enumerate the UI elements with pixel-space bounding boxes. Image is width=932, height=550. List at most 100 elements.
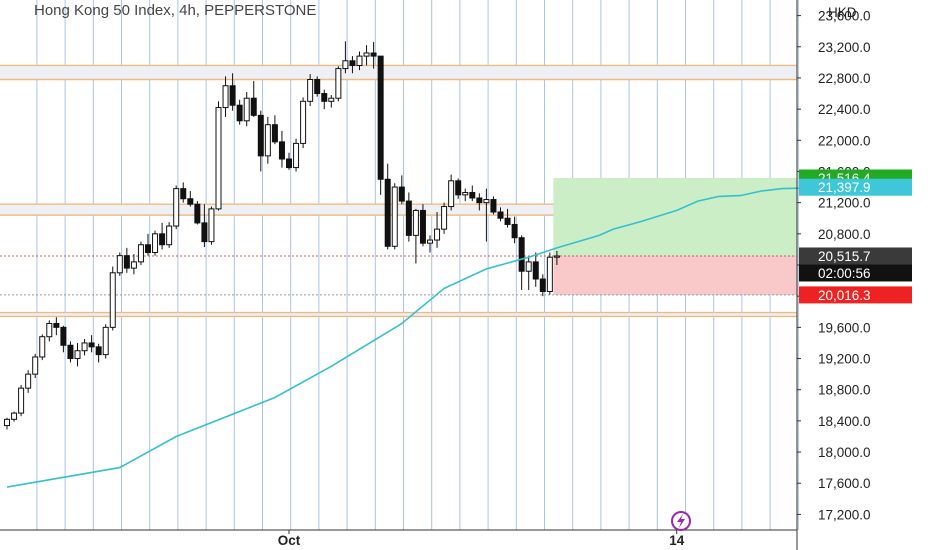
candle-body	[504, 217, 511, 225]
candle-body	[525, 261, 532, 272]
candle-body	[81, 342, 88, 352]
y-tick-label: 17,600.0	[818, 476, 871, 491]
candle-body	[88, 342, 95, 348]
y-tick-label: 18,400.0	[818, 414, 871, 429]
candle-body	[448, 180, 455, 208]
candle-body	[137, 244, 144, 263]
candle-body	[130, 261, 137, 269]
candle-body	[215, 107, 222, 210]
candle-body	[278, 141, 285, 160]
candle-body	[370, 52, 377, 57]
candle-body	[95, 346, 102, 356]
countdown-text: 02:00:56	[818, 266, 871, 281]
candle-body	[53, 322, 60, 328]
candle-body	[419, 209, 426, 244]
stop-zone	[553, 255, 797, 295]
candle-body	[307, 79, 314, 102]
candle-body	[194, 203, 201, 224]
candle-body	[483, 199, 490, 204]
y-tick-label: 23,600.0	[818, 9, 871, 24]
candle-body	[441, 206, 448, 230]
price-tag-text: 21,397.9	[818, 180, 871, 195]
price-tag-text: 20,016.3	[818, 288, 871, 303]
candle-body	[145, 244, 151, 254]
candle-body	[553, 255, 560, 258]
candle-body	[356, 55, 363, 66]
y-tick-label: 18,000.0	[818, 445, 871, 460]
y-tick-label: 23,200.0	[818, 40, 871, 55]
candle-body	[250, 97, 257, 116]
candle-body	[349, 60, 356, 66]
candle-body	[102, 326, 109, 356]
candle-body	[32, 356, 39, 375]
candle-body	[187, 198, 194, 205]
y-tick-label: 22,800.0	[818, 71, 871, 86]
candle-body	[314, 79, 321, 95]
moving-average-line	[6, 187, 818, 488]
price-tag-bg	[799, 178, 912, 196]
candle-body	[236, 104, 243, 122]
y-tick-label: 22,000.0	[818, 133, 871, 148]
zone-band	[0, 65, 797, 80]
time-axis[interactable]: Oct 14	[278, 530, 685, 548]
candle-body	[123, 255, 130, 269]
y-tick-label: 22,400.0	[818, 102, 871, 117]
price-tag-bg	[799, 247, 912, 265]
x-tick-label: Oct	[278, 533, 301, 548]
horizontal-zones	[0, 64, 797, 318]
candle-body	[476, 197, 483, 204]
candle-body	[229, 85, 236, 106]
candle-body	[46, 322, 53, 338]
candle-body	[497, 211, 504, 219]
candle-body	[293, 142, 300, 169]
zone-band	[0, 204, 797, 216]
candle-body	[412, 209, 419, 236]
candle-body	[321, 93, 328, 102]
candle-body	[286, 158, 292, 169]
y-tick-label: 19,200.0	[818, 352, 871, 367]
candle-body	[152, 233, 159, 254]
countdown-bg	[799, 264, 912, 282]
candle-body	[201, 222, 208, 243]
target-zone	[553, 177, 797, 256]
candle-body	[159, 233, 166, 246]
candle-body	[391, 186, 398, 247]
candle-body	[208, 208, 215, 243]
candle-body	[490, 199, 497, 213]
candle-body	[60, 326, 67, 346]
candle-body	[427, 239, 433, 244]
y-tick-label: 17,200.0	[818, 507, 871, 522]
candle-body	[434, 228, 441, 241]
candle-body	[109, 272, 116, 328]
candle-body	[462, 192, 469, 196]
candle-body	[11, 412, 18, 420]
currency-label: HKD	[828, 5, 857, 20]
candle-body	[4, 418, 10, 427]
price-tag-bg	[799, 286, 912, 304]
candle-body	[257, 114, 264, 157]
candle-body	[271, 124, 278, 143]
candle-body	[39, 336, 46, 358]
candlestick-series	[4, 41, 560, 430]
y-tick-label: 20,800.0	[818, 227, 871, 242]
dotted-price-lines	[0, 255, 797, 296]
x-tick-label: 14	[669, 533, 685, 548]
candle-body	[328, 97, 335, 102]
replay-badge[interactable]	[671, 511, 691, 531]
candle-body	[455, 180, 462, 196]
candle-body	[173, 188, 180, 227]
zone-band	[0, 312, 797, 317]
candle-body	[405, 200, 412, 236]
price-labels: 21,516.421,397.920,515.720,016.302:00:56	[799, 169, 912, 304]
candle-body	[25, 373, 32, 389]
candle-body	[18, 387, 25, 414]
candle-body	[398, 186, 405, 202]
candle-body	[363, 52, 370, 57]
candle-body	[222, 85, 229, 109]
chart-title: Hong Kong 50 Index, 4h, PEPPERSTONE	[34, 2, 317, 19]
candle-body	[518, 237, 525, 272]
long-position-tool[interactable]	[553, 177, 797, 295]
candle-body	[546, 256, 553, 292]
candle-body	[335, 68, 342, 99]
